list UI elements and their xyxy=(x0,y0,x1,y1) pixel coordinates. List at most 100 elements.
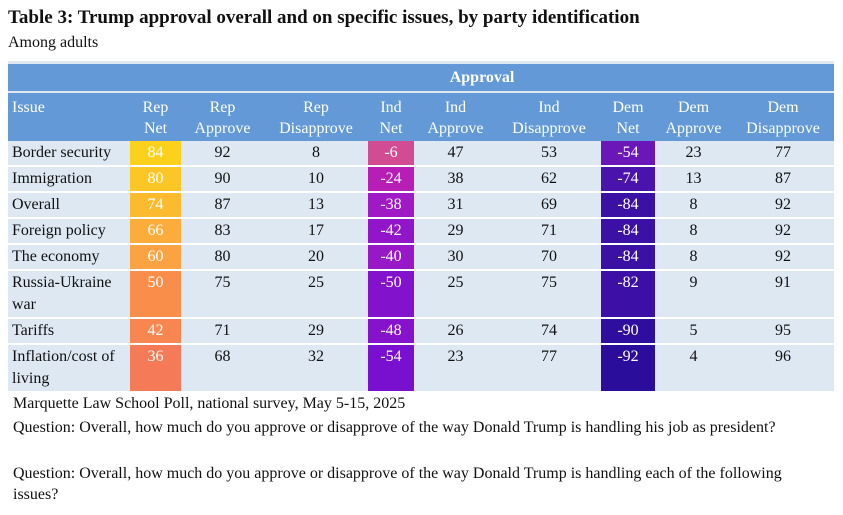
footer-question-1: Question: Overall, how much do you appro… xyxy=(13,419,776,436)
table-row: Overall 74 87 13 -38 31 69 -84 8 92 xyxy=(8,192,835,219)
column-header-line-1: Ind xyxy=(380,99,402,116)
column-header-line-2: Net xyxy=(143,120,168,137)
value-cell: 68 xyxy=(181,344,264,393)
table-title: Table 3: Trump approval overall and on s… xyxy=(8,7,640,28)
dem-net-cell: -54 xyxy=(601,141,655,167)
value-cell: 23 xyxy=(414,344,497,393)
approval-table: Approval Issue Rep Net Rep Approve Rep Disappr… xyxy=(8,61,835,393)
value-cell: 8 xyxy=(264,141,368,167)
value-cell: 8 xyxy=(655,218,732,245)
value-cell: 47 xyxy=(414,141,497,167)
value-cell: 4 xyxy=(655,344,732,393)
column-header-line-1: Dem xyxy=(677,99,710,116)
rep-net-cell: 74 xyxy=(130,192,181,219)
value-cell: 91 xyxy=(732,270,835,319)
value-cell: 13 xyxy=(264,192,368,219)
value-cell: 20 xyxy=(264,244,368,271)
value-cell: 92 xyxy=(732,244,835,271)
column-header-line-2: Net xyxy=(616,120,640,137)
rep-net-cell: 66 xyxy=(130,218,181,245)
value-cell: 10 xyxy=(264,166,368,193)
value-cell: 92 xyxy=(732,218,835,245)
value-cell: 32 xyxy=(264,344,368,393)
footer-source: Marquette Law School Poll, national surv… xyxy=(13,395,406,412)
column-header: Ind Net xyxy=(368,92,414,141)
column-header-line-1: Issue xyxy=(12,99,45,116)
column-header-line-1: Ind xyxy=(538,99,560,116)
rep-net-cell: 50 xyxy=(130,270,181,319)
column-header-line-1: Ind xyxy=(444,99,467,116)
ind-net-cell: -38 xyxy=(368,192,414,219)
footer-question-2: Question: Overall, how much do you appro… xyxy=(13,465,782,503)
dem-net-cell: -82 xyxy=(601,270,655,319)
issue-cell: The economy xyxy=(8,244,130,271)
value-cell: 25 xyxy=(414,270,497,319)
column-header-line-2: Approve xyxy=(194,120,251,137)
table-row: Inflation/cost of living 36 68 32 -54 23 77 -92… xyxy=(8,344,835,393)
table-row: The economy 60 80 20 -40 30 70 -84 8 92 xyxy=(8,244,835,271)
dem-net-cell: -84 xyxy=(601,218,655,245)
issue-cell: Foreign policy xyxy=(8,218,130,245)
issue-cell: Tariffs xyxy=(8,318,130,345)
rep-net-cell: 42 xyxy=(130,318,181,345)
ind-net-cell: -42 xyxy=(368,218,414,245)
dem-net-cell: -92 xyxy=(601,344,655,393)
rep-net-cell: 84 xyxy=(130,141,181,167)
issue-cell: Immigration xyxy=(8,166,130,193)
value-cell: 62 xyxy=(497,166,601,193)
column-header: Rep Disapprove xyxy=(264,92,368,141)
value-cell: 29 xyxy=(264,318,368,345)
column-header-row: Issue Rep Net Rep Approve Rep Disapprove Ind Net… xyxy=(8,92,835,141)
value-cell: 80 xyxy=(181,244,264,271)
value-cell: 29 xyxy=(414,218,497,245)
value-cell: 5 xyxy=(655,318,732,345)
value-cell: 77 xyxy=(732,141,835,167)
column-header: Ind Approve xyxy=(414,92,497,141)
rep-net-cell: 60 xyxy=(130,244,181,271)
value-cell: 13 xyxy=(655,166,732,193)
column-header-issue: Issue xyxy=(8,92,130,141)
table-row: Foreign policy 66 83 17 -42 29 71 -84 8 92 xyxy=(8,218,835,245)
column-header: Rep Approve xyxy=(181,92,264,141)
column-header: Ind Disapprove xyxy=(497,92,601,141)
value-cell: 53 xyxy=(497,141,601,167)
column-header-line-2: Approve xyxy=(665,120,722,137)
value-cell: 87 xyxy=(181,192,264,219)
column-header-line-2: Disapprove xyxy=(279,120,353,137)
value-cell: 25 xyxy=(264,270,368,319)
group-header-blank xyxy=(8,61,130,93)
ind-net-cell: -6 xyxy=(368,141,414,167)
value-cell: 70 xyxy=(497,244,601,271)
dem-net-cell: -90 xyxy=(601,318,655,345)
column-header-line-2: Net xyxy=(379,120,403,137)
column-header: Rep Net xyxy=(130,92,181,141)
value-cell: 90 xyxy=(181,166,264,193)
table-row: Border security 84 92 8 -6 47 53 -54 23 77 xyxy=(8,141,835,167)
table-subtitle: Among adults xyxy=(8,34,99,51)
issue-cell: Inflation/cost of living xyxy=(8,344,130,393)
dem-net-cell: -84 xyxy=(601,192,655,219)
ind-net-cell: -48 xyxy=(368,318,414,345)
column-header: Dem Disapprove xyxy=(732,92,835,141)
value-cell: 8 xyxy=(655,192,732,219)
value-cell: 69 xyxy=(497,192,601,219)
value-cell: 38 xyxy=(414,166,497,193)
value-cell: 74 xyxy=(497,318,601,345)
rep-net-cell: 36 xyxy=(130,344,181,393)
dem-net-cell: -74 xyxy=(601,166,655,193)
column-header-line-2: Disapprove xyxy=(512,120,586,137)
value-cell: 83 xyxy=(181,218,264,245)
value-cell: 30 xyxy=(414,244,497,271)
value-cell: 75 xyxy=(497,270,601,319)
value-cell: 31 xyxy=(414,192,497,219)
value-cell: 75 xyxy=(181,270,264,319)
ind-net-cell: -40 xyxy=(368,244,414,271)
table-row: Russia-Ukraine war 50 75 25 -50 25 75 -82 9 91 xyxy=(8,270,835,319)
ind-net-cell: -24 xyxy=(368,166,414,193)
ind-net-cell: -50 xyxy=(368,270,414,319)
value-cell: 71 xyxy=(497,218,601,245)
value-cell: 8 xyxy=(655,244,732,271)
dem-net-cell: -84 xyxy=(601,244,655,271)
table-row: Tariffs 42 71 29 -48 26 74 -90 5 95 xyxy=(8,318,835,345)
table-body: Border security 84 92 8 -6 47 53 -54 23 77 Immigra… xyxy=(8,141,835,393)
